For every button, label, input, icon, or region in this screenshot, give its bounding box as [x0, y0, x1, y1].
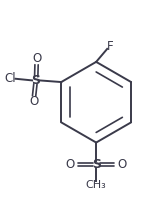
- Text: Cl: Cl: [4, 72, 16, 85]
- Text: O: O: [66, 158, 75, 171]
- Text: O: O: [117, 158, 127, 171]
- Text: F: F: [107, 40, 114, 53]
- Text: O: O: [29, 95, 39, 108]
- Text: S: S: [92, 158, 101, 171]
- Text: CH₃: CH₃: [86, 180, 107, 190]
- Text: O: O: [32, 52, 41, 65]
- Text: S: S: [31, 74, 40, 87]
